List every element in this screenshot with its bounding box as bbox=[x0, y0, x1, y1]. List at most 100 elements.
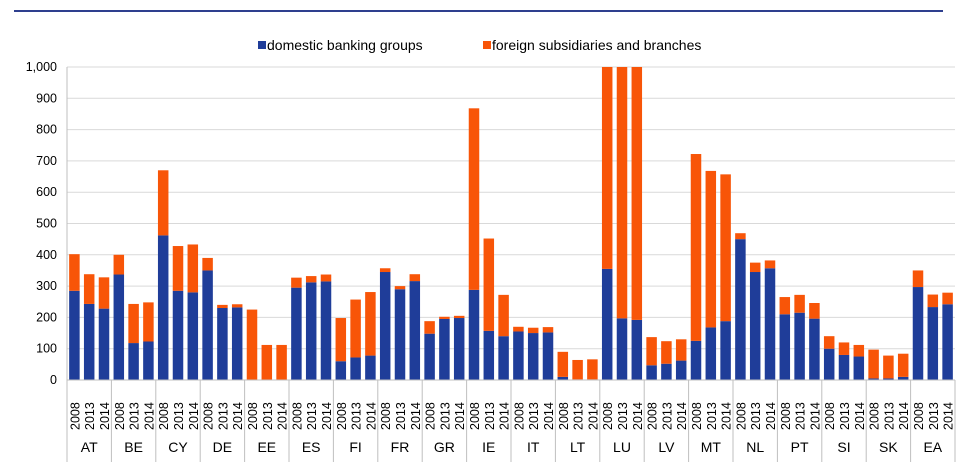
bar-foreign-ie-2013 bbox=[483, 238, 495, 331]
year-label: 2008 bbox=[601, 402, 615, 430]
legend-label-foreign: foreign subsidiaries and branches bbox=[492, 37, 701, 53]
bar-foreign-fi-2014 bbox=[365, 292, 376, 356]
country-label-es: ES bbox=[302, 439, 321, 455]
bar-domestic-de-2014 bbox=[231, 307, 243, 380]
y-tick-label: 1,000 bbox=[26, 60, 57, 74]
year-label: 2014 bbox=[231, 402, 245, 430]
year-label: 2013 bbox=[172, 402, 186, 430]
year-label: 2014 bbox=[764, 402, 778, 430]
bar-domestic-lv-2014 bbox=[675, 360, 687, 380]
bar-domestic-it-2013 bbox=[527, 333, 539, 380]
bar-foreign-mt-2013 bbox=[705, 170, 717, 328]
y-tick-label: 200 bbox=[36, 310, 57, 324]
bar-foreign-es-2014 bbox=[320, 274, 332, 282]
year-label: 2013 bbox=[660, 402, 674, 430]
year-label: 2014 bbox=[720, 402, 734, 430]
bar-domestic-mt-2014 bbox=[720, 321, 731, 380]
year-label: 2008 bbox=[157, 402, 171, 430]
year-label: 2014 bbox=[409, 402, 423, 430]
bar-domestic-nl-2008 bbox=[735, 239, 746, 380]
year-label: 2013 bbox=[572, 402, 586, 430]
bar-foreign-ee-2013 bbox=[261, 344, 273, 380]
year-label: 2014 bbox=[631, 402, 645, 430]
bar-domestic-pt-2013 bbox=[794, 312, 805, 380]
year-label: 2013 bbox=[216, 402, 230, 430]
bar-domestic-de-2008 bbox=[202, 270, 213, 380]
bar-foreign-lu-2013 bbox=[616, 67, 628, 319]
bar-domestic-lt-2008 bbox=[557, 376, 569, 380]
bar-foreign-ie-2008 bbox=[468, 108, 480, 290]
y-tick-label: 300 bbox=[36, 279, 57, 293]
bar-foreign-lv-2014 bbox=[675, 339, 687, 361]
country-label-lv: LV bbox=[658, 439, 675, 455]
bar-domestic-gr-2013 bbox=[439, 318, 450, 380]
year-label: 2008 bbox=[823, 402, 837, 430]
bar-domestic-lv-2008 bbox=[646, 365, 657, 380]
bar-domestic-lu-2013 bbox=[616, 318, 628, 380]
bar-domestic-sk-2014 bbox=[897, 376, 909, 380]
bar-domestic-nl-2013 bbox=[749, 272, 761, 380]
year-label: 2013 bbox=[350, 402, 364, 430]
bar-foreign-de-2008 bbox=[202, 257, 213, 271]
year-label: 2014 bbox=[897, 402, 911, 430]
bar-foreign-gr-2014 bbox=[453, 315, 465, 319]
bar-foreign-be-2013 bbox=[128, 303, 139, 344]
bar-domestic-ea-2013 bbox=[927, 307, 939, 380]
bar-foreign-pt-2014 bbox=[809, 303, 820, 319]
bar-foreign-cy-2014 bbox=[187, 244, 199, 293]
bar-domestic-fr-2014 bbox=[409, 281, 421, 380]
year-label: 2014 bbox=[498, 402, 512, 430]
year-label: 2013 bbox=[616, 402, 630, 430]
year-label: 2013 bbox=[83, 402, 97, 430]
bar-foreign-ie-2014 bbox=[498, 294, 509, 337]
bar-domestic-pt-2008 bbox=[779, 314, 791, 380]
year-label: 2008 bbox=[779, 402, 793, 430]
year-label: 2008 bbox=[335, 402, 349, 430]
bar-foreign-lv-2008 bbox=[646, 337, 657, 366]
bar-foreign-pt-2008 bbox=[779, 297, 791, 315]
country-label-fi: FI bbox=[349, 439, 361, 455]
country-label-at: AT bbox=[81, 439, 98, 455]
bar-foreign-be-2014 bbox=[143, 302, 154, 342]
year-label: 2014 bbox=[98, 402, 112, 430]
year-label: 2014 bbox=[320, 402, 334, 430]
year-label: 2008 bbox=[202, 402, 216, 430]
bar-domestic-fr-2008 bbox=[379, 272, 391, 380]
bar-foreign-sk-2014 bbox=[897, 353, 909, 377]
bar-foreign-ea-2014 bbox=[942, 292, 953, 305]
year-label: 2014 bbox=[542, 402, 556, 430]
bar-foreign-gr-2008 bbox=[424, 321, 435, 334]
bar-domestic-ie-2008 bbox=[468, 289, 480, 380]
country-label-lt: LT bbox=[570, 439, 586, 455]
bar-domestic-lu-2008 bbox=[601, 268, 613, 380]
bar-domestic-gr-2008 bbox=[424, 333, 435, 380]
bar-foreign-si-2013 bbox=[838, 342, 850, 355]
year-label: 2014 bbox=[187, 402, 201, 430]
bar-foreign-lu-2014 bbox=[631, 67, 643, 320]
bar-domestic-ie-2014 bbox=[498, 336, 509, 380]
bar-foreign-lt-2013 bbox=[572, 359, 583, 380]
bar-foreign-de-2014 bbox=[231, 304, 243, 308]
bar-foreign-mt-2014 bbox=[720, 174, 731, 322]
year-label: 2013 bbox=[927, 402, 941, 430]
bar-foreign-nl-2014 bbox=[764, 260, 776, 269]
bar-domestic-si-2013 bbox=[838, 354, 850, 380]
bar-foreign-fi-2008 bbox=[335, 318, 347, 362]
y-tick-label: 400 bbox=[36, 248, 57, 262]
bar-foreign-fi-2013 bbox=[350, 299, 361, 358]
bar-domestic-lu-2014 bbox=[631, 319, 643, 380]
country-label-cy: CY bbox=[168, 439, 188, 455]
country-label-ea: EA bbox=[923, 439, 942, 455]
year-label: 2008 bbox=[512, 402, 526, 430]
bar-domestic-ea-2014 bbox=[942, 304, 953, 380]
bar-domestic-fi-2008 bbox=[335, 361, 347, 380]
bar-foreign-ee-2014 bbox=[276, 344, 287, 380]
year-label: 2013 bbox=[438, 402, 452, 430]
bar-domestic-nl-2014 bbox=[764, 268, 776, 380]
y-tick-label: 800 bbox=[36, 123, 57, 137]
year-label: 2008 bbox=[868, 402, 882, 430]
bar-foreign-pt-2013 bbox=[794, 294, 805, 313]
bar-foreign-at-2013 bbox=[83, 274, 95, 304]
year-label: 2008 bbox=[290, 402, 304, 430]
